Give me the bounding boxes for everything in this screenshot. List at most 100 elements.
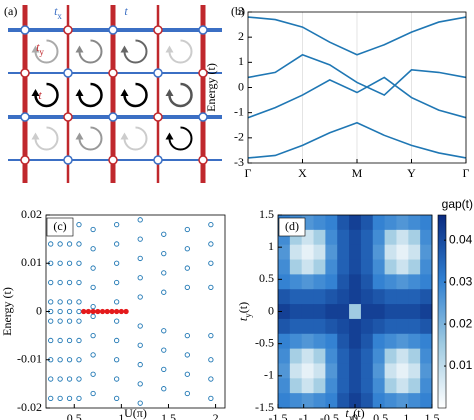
y-tick-label: 0: [238, 79, 244, 93]
x-tick-label: 2: [213, 411, 219, 420]
y-tick-label: -0.02: [17, 400, 42, 414]
heat-cell: [360, 333, 374, 350]
x-tick-label: -0.5: [320, 411, 339, 420]
heat-cell: [408, 215, 421, 231]
level-point: [76, 241, 82, 247]
band-line: [247, 53, 467, 97]
colorbar-title: gap(t): [442, 197, 473, 211]
y-tick-label: 0.02: [21, 207, 42, 221]
y-tick-label: 1.5: [259, 207, 274, 221]
panel-label-box: [278, 217, 306, 237]
heat-cell: [349, 363, 362, 379]
level-point: [90, 246, 96, 252]
heat-cell: [278, 393, 291, 409]
heat-cell: [337, 393, 350, 409]
level-point: [184, 332, 190, 339]
level-point: [76, 308, 82, 315]
heat-cell: [408, 274, 421, 290]
level-point: [137, 381, 143, 387]
heat-cell: [396, 393, 409, 409]
level-point: [76, 395, 82, 401]
heat-cell: [301, 378, 315, 394]
y-axis-label: ty(t): [236, 302, 253, 321]
level-point: [208, 332, 214, 339]
heat-cell: [325, 318, 338, 335]
heat-cell: [384, 259, 397, 275]
heat-cell: [337, 378, 350, 394]
heat-cell: [408, 304, 421, 320]
level-point: [57, 299, 63, 305]
heat-cell: [313, 244, 326, 261]
heat-cell: [384, 393, 397, 409]
heat-cell: [396, 289, 409, 305]
level-point: [99, 308, 106, 315]
x-tick-label: 0.5: [67, 411, 82, 420]
heat-cell: [289, 393, 303, 409]
level-point: [48, 241, 54, 247]
panel-label: (d): [285, 219, 299, 233]
site: [153, 25, 163, 35]
arrow-head: [120, 45, 129, 53]
heat-cell: [384, 318, 397, 335]
site: [153, 68, 163, 78]
site: [198, 68, 208, 78]
arrow-head: [31, 45, 40, 53]
heat-cell: [420, 333, 433, 350]
heat-cell: [301, 348, 315, 364]
level-point: [66, 376, 73, 382]
heat-cell: [337, 363, 350, 379]
site: [108, 112, 118, 122]
heat-cell: [289, 333, 303, 350]
level-point: [90, 390, 96, 397]
heat-cell: [313, 259, 326, 275]
heat-cell: [360, 289, 374, 305]
level-point: [76, 299, 82, 305]
heat-cell: [278, 378, 291, 394]
heat-cell: [301, 363, 315, 379]
x-tick-label: 0.5: [373, 411, 388, 420]
flux-arrow: [168, 82, 193, 108]
level-point: [184, 284, 190, 291]
x-tick-label: -1: [299, 411, 309, 420]
heat-cell: [313, 215, 326, 231]
level-point: [184, 226, 190, 233]
level-point: [114, 279, 120, 286]
heat-cell: [360, 215, 374, 231]
label-part: t: [38, 88, 42, 102]
level-point: [90, 226, 96, 233]
heat-cell: [313, 378, 326, 394]
band-line: [247, 16, 467, 56]
x-tick-label: Γ: [463, 166, 470, 180]
heat-cell: [278, 274, 291, 290]
x-tick-label: 1.5: [161, 411, 176, 420]
heat-cell: [396, 333, 409, 350]
heat-cell: [313, 289, 326, 305]
heat-cell: [360, 244, 374, 261]
arrow-head: [120, 89, 129, 96]
heat-cell: [420, 348, 433, 364]
heat-cell: [325, 363, 338, 379]
arrow-head: [165, 45, 174, 53]
panel-label-box: [46, 217, 74, 237]
y-tick-label: 1: [238, 54, 244, 68]
heat-cell: [360, 348, 374, 364]
heat-cell: [337, 289, 350, 305]
site: [20, 25, 30, 35]
y-axis-label: Energy (t): [0, 287, 14, 336]
heat-cell: [396, 378, 409, 394]
heat-cell: [349, 333, 362, 350]
x-tick-label: 1.5: [425, 411, 440, 420]
level-point: [114, 376, 120, 382]
level-point: [184, 352, 190, 358]
heat-cell: [360, 304, 374, 320]
y-tick-label: 1: [268, 239, 274, 253]
level-point: [90, 332, 96, 339]
level-point: [76, 279, 82, 286]
arrow-head: [120, 132, 129, 140]
colorbar-tick-label: 0.02: [449, 316, 473, 330]
heat-cell: [372, 333, 386, 350]
heat-cell: [301, 259, 315, 275]
x-tick-label: Y: [407, 166, 416, 180]
panel-label: (b): [231, 4, 245, 18]
